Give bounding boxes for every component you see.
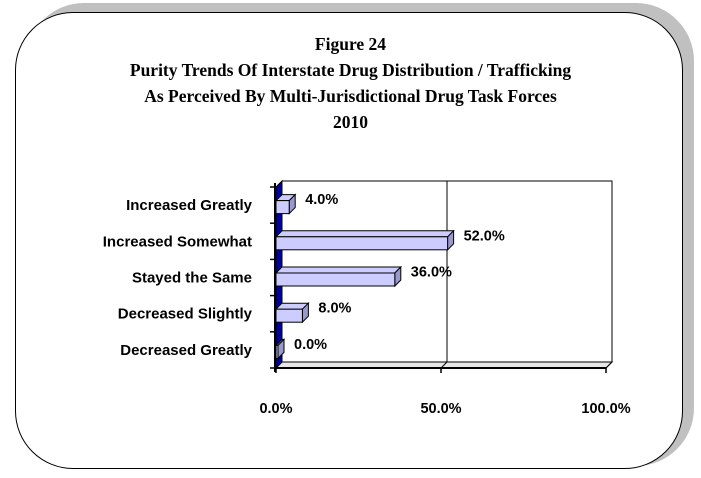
gridline-floor-edge xyxy=(605,361,613,369)
category-label: Decreased Greatly xyxy=(120,342,252,359)
data-label: 4.0% xyxy=(305,192,338,208)
data-label: 0.0% xyxy=(294,337,327,353)
category-label: Increased Somewhat xyxy=(103,233,252,250)
data-label: 36.0% xyxy=(411,265,452,281)
bar xyxy=(275,308,303,323)
chart-title-line-2: As Perceived By Multi-Jurisdictional Dru… xyxy=(144,86,557,106)
bar-top xyxy=(274,266,403,274)
figure-label: Figure 24 xyxy=(314,34,387,54)
bar xyxy=(275,200,290,215)
category-label: Stayed the Same xyxy=(132,270,252,287)
title-block: Figure 24 Purity Trends Of Interstate Dr… xyxy=(0,31,701,135)
bar xyxy=(275,272,396,287)
data-label: 8.0% xyxy=(318,301,351,317)
data-label: 52.0% xyxy=(464,228,505,244)
bar xyxy=(275,236,449,251)
chart-title-year: 2010 xyxy=(333,112,368,132)
category-label: Increased Greatly xyxy=(126,197,253,214)
x-tick-label: 0.0% xyxy=(259,401,292,417)
chart-title-line-1: Purity Trends Of Interstate Drug Distrib… xyxy=(129,60,572,80)
bar xyxy=(275,344,279,359)
category-label: Decreased Slightly xyxy=(118,306,253,323)
x-tick-label: 100.0% xyxy=(581,401,630,417)
bar-top xyxy=(274,230,455,238)
x-tick-label: 50.0% xyxy=(420,401,461,417)
